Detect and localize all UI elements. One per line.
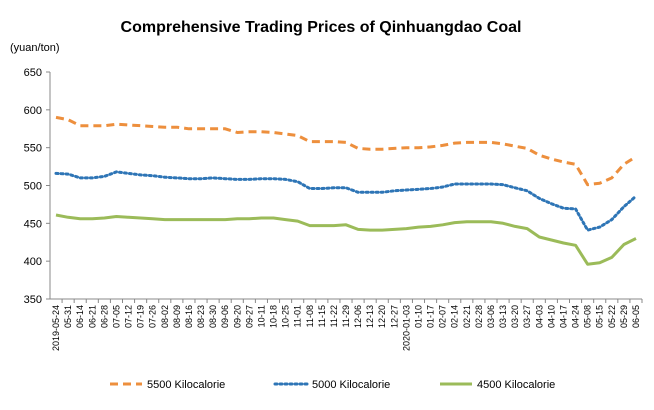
x-tick-label: 2020-01-03: [401, 305, 411, 351]
y-tick-label: 500: [24, 181, 42, 193]
x-tick-label: 09-27: [244, 305, 254, 328]
x-tick-label: 02-07: [438, 305, 448, 328]
x-tick-label: 06-21: [87, 305, 97, 328]
x-tick-label: 07-12: [124, 305, 134, 328]
x-tick-label: 01-17: [426, 305, 436, 328]
x-tick-label: 09-06: [220, 305, 230, 328]
y-axis-unit-label: (yuan/ton): [10, 42, 60, 54]
x-tick-label: 02-28: [474, 305, 484, 328]
x-tick-label: 10-25: [281, 305, 291, 328]
x-tick-label: 05-29: [619, 305, 629, 328]
x-tick-label: 10-11: [256, 305, 266, 327]
x-tick-label: 05-22: [607, 305, 617, 328]
y-tick-label: 550: [24, 143, 42, 155]
legend-4500-label: 4500 Kilocalorie: [477, 379, 555, 391]
x-tick-label: 08-23: [196, 305, 206, 328]
legend-5500-label: 5500 Kilocalorie: [147, 379, 225, 391]
x-tick-label: 05-08: [583, 305, 593, 328]
legend-5000-label: 5000 Kilocalorie: [312, 379, 390, 391]
x-tick-label: 12-06: [353, 305, 363, 328]
x-tick-label: 03-06: [486, 305, 496, 328]
x-tick-label: 11-22: [329, 305, 339, 327]
legend: 5500 Kilocalorie 5000 Kilocalorie 4500 Kil…: [110, 379, 555, 391]
axes: 350 400 450 500 550 600 650 2019-05-24 05-31 06-1…: [24, 67, 643, 351]
x-tick-label: 08-09: [172, 305, 182, 328]
x-tick-label: 11-01: [293, 305, 303, 327]
x-tick-label: 2019-05-24: [51, 305, 61, 351]
y-tick-label: 400: [24, 256, 42, 268]
x-tick-label: 03-13: [498, 305, 508, 328]
x-tick-label: 02-21: [462, 305, 472, 328]
x-tick-label: 08-02: [160, 305, 170, 328]
x-tick-label: 02-14: [450, 305, 460, 328]
x-tick-label: 11-08: [305, 305, 315, 327]
x-tick-label: 04-24: [571, 305, 581, 328]
x-tick-label: 07-19: [136, 305, 146, 328]
x-tick-label: 12-13: [365, 305, 375, 328]
x-tick-label: 06-05: [631, 305, 641, 328]
x-tick-label: 08-30: [208, 305, 218, 328]
x-tick-label: 03-27: [522, 305, 532, 328]
x-tick-label: 07-26: [148, 305, 158, 328]
x-tick-label: 11-29: [341, 305, 351, 327]
x-tick-label: 12-27: [389, 305, 399, 328]
x-tick-label: 06-28: [99, 305, 109, 328]
x-tick-label: 09-20: [232, 305, 242, 328]
y-tick-label: 650: [24, 67, 42, 79]
series-layer: [54, 115, 638, 266]
series-line-5500: [55, 115, 637, 187]
x-tick-label: 03-20: [510, 305, 520, 328]
x-tick-label: 07-05: [111, 305, 121, 328]
chart-title: Comprehensive Trading Prices of Qinhuang…: [121, 19, 522, 36]
x-tick-label: 12-20: [377, 305, 387, 328]
x-tick-label: 05-31: [63, 305, 73, 328]
x-tick-label: 01-10: [413, 305, 423, 328]
x-tick-label: 11-15: [317, 305, 327, 327]
series-line-5000: [54, 170, 638, 232]
y-tick-label: 600: [24, 105, 42, 117]
x-tick-label: 04-17: [558, 305, 568, 328]
x-tick-label: 06-14: [75, 305, 85, 328]
x-tick-label: 04-10: [546, 305, 556, 328]
y-tick-label: 350: [24, 294, 42, 306]
x-tick-label: 05-15: [595, 305, 605, 328]
series-line-4500: [55, 213, 637, 266]
x-tick-label: 08-16: [184, 305, 194, 328]
x-tick-label: 04-03: [534, 305, 544, 328]
x-tick-label: 10-18: [269, 305, 279, 328]
y-tick-label: 450: [24, 218, 42, 230]
